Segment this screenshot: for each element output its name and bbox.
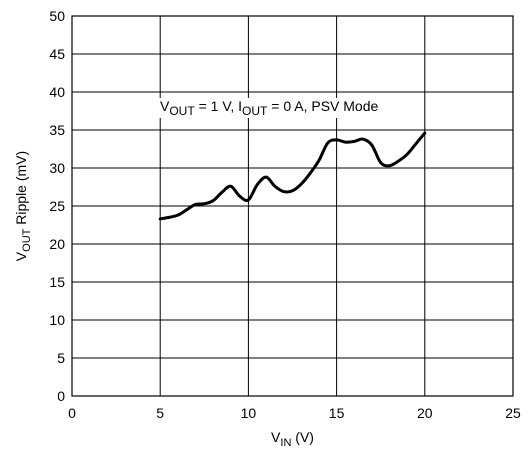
x-axis-label-sub: IN bbox=[280, 437, 291, 449]
y-tick-label: 45 bbox=[49, 46, 65, 62]
tick-labels: 0 5 10 15 20 25 30 35 40 45 50 0 5 10 15 20 25 bbox=[49, 8, 521, 421]
x-axis-label: VIN (V) bbox=[271, 429, 314, 449]
y-tick-label: 0 bbox=[57, 388, 65, 404]
x-tick-label: 0 bbox=[68, 405, 76, 421]
y-tick-label: 30 bbox=[49, 160, 65, 176]
x-tick-label: 25 bbox=[505, 405, 521, 421]
plot-frame bbox=[71, 15, 514, 397]
series-line-0 bbox=[158, 131, 427, 221]
y-tick-label: 40 bbox=[49, 84, 65, 100]
y-tick-label: 10 bbox=[49, 312, 65, 328]
x-tick-label: 10 bbox=[241, 405, 257, 421]
annotation-rest: = 0 A, PSV Mode bbox=[267, 98, 378, 114]
x-tick-label: 5 bbox=[156, 405, 164, 421]
series bbox=[158, 131, 427, 221]
x-tick-label: 20 bbox=[417, 405, 433, 421]
x-axis-label-main: V bbox=[271, 429, 281, 445]
annotation: VOUT = 1 V, IOUT = 0 A, PSV Mode bbox=[160, 98, 379, 118]
y-tick-label: 15 bbox=[49, 274, 65, 290]
annotation-out-sub2: OUT bbox=[242, 104, 268, 118]
x-axis-label-rest: (V) bbox=[291, 429, 314, 445]
y-axis-label-sub: OUT bbox=[21, 228, 33, 252]
y-axis-label-main: V bbox=[13, 251, 29, 261]
y-tick-label: 50 bbox=[49, 8, 65, 24]
y-tick-label: 35 bbox=[49, 122, 65, 138]
annotation-mid: = 1 V, I bbox=[195, 98, 242, 114]
y-tick-label: 20 bbox=[49, 236, 65, 252]
annotation-out-sub: OUT bbox=[169, 104, 195, 118]
x-tick-label: 15 bbox=[329, 405, 345, 421]
y-tick-label: 5 bbox=[57, 350, 65, 366]
grid bbox=[71, 15, 514, 397]
y-axis-label: VOUT Ripple (mV) bbox=[13, 151, 33, 261]
annotation-background bbox=[158, 98, 381, 118]
annotation-v: V bbox=[160, 98, 170, 114]
y-tick-label: 25 bbox=[49, 198, 65, 214]
y-axis-label-rest: Ripple (mV) bbox=[13, 151, 29, 229]
